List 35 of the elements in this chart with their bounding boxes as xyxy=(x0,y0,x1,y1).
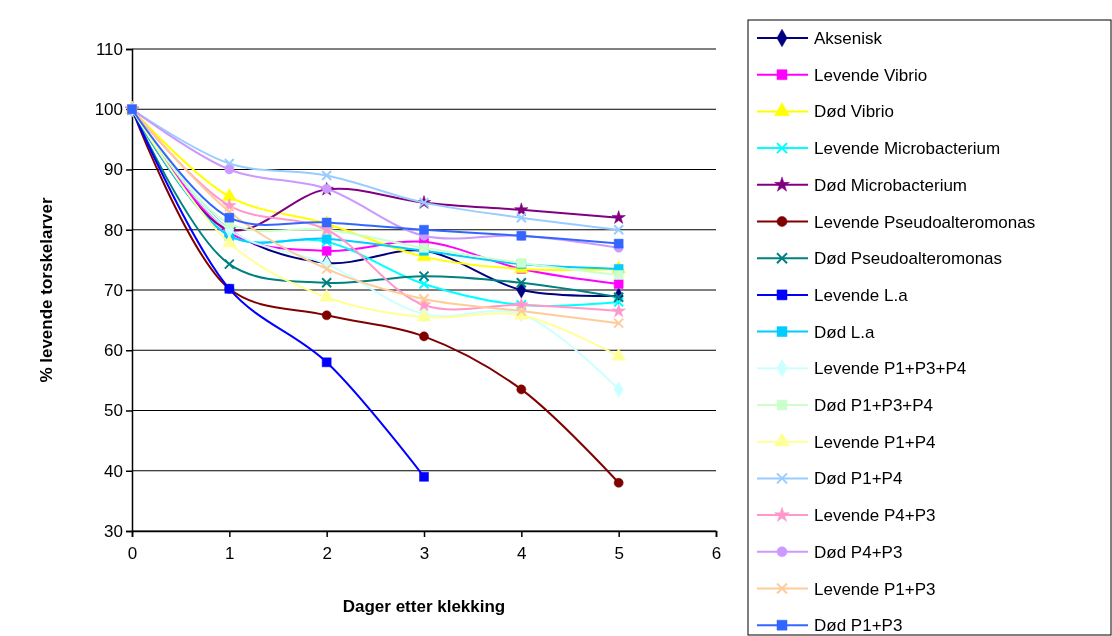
y-tick-label: 40 xyxy=(104,461,123,481)
legend-label: Levende Pseudoalteromonas xyxy=(814,212,1036,232)
legend-label: Levende Vibrio xyxy=(814,65,928,85)
legend-label: Aksenisk xyxy=(814,29,883,48)
legend-label: Død P1+P4 xyxy=(814,469,903,489)
legend-label: Levende L.a xyxy=(814,285,909,305)
y-tick-label: 60 xyxy=(104,341,123,361)
x-axis-title: Dager etter klekking xyxy=(342,597,506,616)
x-tick-label: 2 xyxy=(322,543,332,563)
x-tick-label: 4 xyxy=(517,543,527,563)
y-tick-label: 110 xyxy=(95,39,123,59)
x-tick-label: 6 xyxy=(711,543,722,563)
legend-label: Levende P1+P4 xyxy=(814,432,936,452)
legend-label: Levende P1+P3+P4 xyxy=(814,359,967,379)
y-tick-label: 90 xyxy=(104,160,123,180)
legend-label: Død Microbacterium xyxy=(814,175,968,195)
legend-label: Levende P4+P3 xyxy=(814,506,936,526)
legend-label: Levende Microbacterium xyxy=(814,139,1001,159)
legend-label: Død Pseudoalteromonas xyxy=(814,249,1003,269)
y-tick-label: 50 xyxy=(104,401,123,421)
x-tick-label: 5 xyxy=(614,543,624,563)
legend-label: Levende P1+P3 xyxy=(814,579,936,599)
y-tick-label: 100 xyxy=(94,100,123,120)
x-tick-label: 1 xyxy=(225,543,235,563)
legend-label: Død Vibrio xyxy=(814,102,894,122)
y-axis-title: % levende torskelarver xyxy=(37,197,56,383)
x-tick-label: 0 xyxy=(127,543,138,563)
legend-label: Død P4+P3 xyxy=(814,542,903,562)
legend-label: Død P1+P3 xyxy=(814,616,903,636)
y-tick-label: 80 xyxy=(104,220,123,240)
legend-label: Død L.a xyxy=(814,322,876,342)
legend-label: Død P1+P3+P4 xyxy=(814,396,934,415)
y-tick-label: 30 xyxy=(104,521,123,541)
x-tick-label: 3 xyxy=(419,543,430,563)
y-tick-label: 70 xyxy=(104,280,123,300)
